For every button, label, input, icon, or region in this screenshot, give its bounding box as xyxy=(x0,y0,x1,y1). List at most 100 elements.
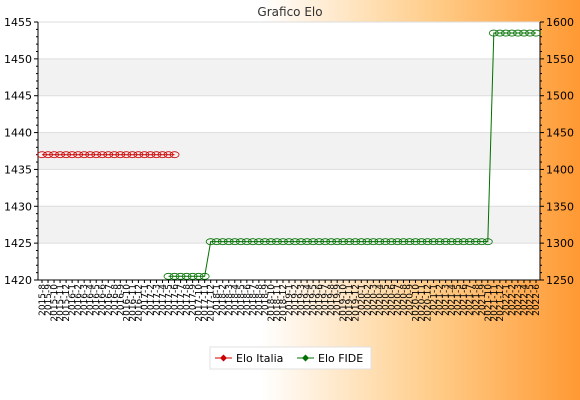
series-point-0 xyxy=(73,151,84,159)
y-right-tick-label: 1450 xyxy=(546,127,574,140)
series-point-1 xyxy=(314,238,325,246)
series-point-1 xyxy=(193,272,204,280)
x-tick-label: 2019-10 xyxy=(339,284,349,322)
grid-band xyxy=(38,58,540,96)
x-tick-label: 2017-9 xyxy=(189,284,199,316)
series-point-1 xyxy=(452,238,463,246)
x-tick-label: 2017-7 xyxy=(177,284,187,316)
x-tick-label: 2017-6 xyxy=(171,284,181,316)
x-tick-label: 2019-8 xyxy=(327,284,337,316)
series-point-1 xyxy=(398,238,409,246)
x-tick-label: 2017-10 xyxy=(195,284,205,322)
series-point-0 xyxy=(157,151,168,159)
series-point-1 xyxy=(344,238,355,246)
x-tick-label: 2022-4 xyxy=(520,284,530,316)
series-point-1 xyxy=(513,29,523,37)
series-point-1 xyxy=(410,238,421,246)
series-point-0 xyxy=(163,151,174,159)
series-point-1 xyxy=(476,238,487,246)
x-tick-label: 2017-4 xyxy=(158,284,168,316)
series-point-1 xyxy=(326,238,337,246)
y-left-tick-label: 1450 xyxy=(4,53,32,66)
series-point-1 xyxy=(332,238,343,246)
grid-band xyxy=(38,132,540,170)
x-tick-label: 2022-2 xyxy=(508,284,518,316)
series-point-1 xyxy=(458,238,469,246)
series-point-0 xyxy=(133,151,144,159)
y-left-tick-label: 1420 xyxy=(4,274,32,287)
series-point-1 xyxy=(500,29,511,37)
x-tick-label: 2016-3 xyxy=(80,284,90,316)
series-point-0 xyxy=(43,151,53,159)
x-tick-label: 2022-1 xyxy=(502,284,512,316)
series-point-0 xyxy=(55,151,65,159)
x-tick-label: 2020-2 xyxy=(363,284,373,316)
x-tick-label: 2017-12 xyxy=(207,284,217,322)
x-tick-label: 2020-3 xyxy=(369,284,379,316)
series-point-1 xyxy=(266,238,276,246)
x-tick-label: 2015-8 xyxy=(38,284,48,316)
x-tick-label: 2016-1 xyxy=(68,284,78,316)
series-point-1 xyxy=(211,238,222,246)
x-tick-label: 2018-3 xyxy=(225,284,235,316)
series-point-1 xyxy=(494,29,505,37)
y-right-tick-label: 1400 xyxy=(546,163,574,176)
x-tick-label: 2022-3 xyxy=(514,284,524,316)
x-tick-label: 2016-4 xyxy=(86,284,96,316)
y-right-tick-label: 1300 xyxy=(546,237,574,250)
x-tick-label: 2016-6 xyxy=(98,284,108,316)
y-right-tick-label: 1550 xyxy=(546,53,574,66)
series-point-1 xyxy=(235,238,246,246)
series-point-1 xyxy=(290,238,300,246)
series-point-1 xyxy=(531,29,541,37)
series-point-1 xyxy=(386,238,397,246)
y-right-tick-label: 1250 xyxy=(546,274,574,287)
series-point-0 xyxy=(151,151,162,159)
series-point-0 xyxy=(97,151,108,159)
x-tick-label: 2019-6 xyxy=(315,284,325,316)
x-tick-label: 2021-12 xyxy=(496,284,506,322)
x-tick-label: 2015-9 xyxy=(44,284,54,316)
grid-band xyxy=(38,206,540,244)
x-tick-label: 2016-8 xyxy=(110,284,120,316)
series-point-1 xyxy=(380,238,391,246)
series-point-1 xyxy=(404,238,415,246)
series-point-0 xyxy=(169,151,180,159)
x-tick-label: 2020-8 xyxy=(399,284,409,316)
series-point-1 xyxy=(368,238,379,246)
series-point-1 xyxy=(428,238,439,246)
x-tick-label: 2015-10 xyxy=(50,284,60,322)
x-tick-label: 2017-11 xyxy=(201,284,211,322)
series-point-0 xyxy=(61,151,71,159)
series-point-0 xyxy=(37,151,47,159)
y-left-tick-label: 1430 xyxy=(4,200,32,213)
series-point-0 xyxy=(103,151,114,159)
y-left-tick-label: 1455 xyxy=(4,16,32,29)
y-left-tick-label: 1445 xyxy=(4,90,32,103)
y-left-tick-label: 1425 xyxy=(4,237,32,250)
series-point-1 xyxy=(229,238,240,246)
x-tick-label: 2016-5 xyxy=(92,284,102,316)
series-point-1 xyxy=(416,238,427,246)
series-point-1 xyxy=(223,238,234,246)
x-tick-label: 2021-4 xyxy=(448,284,458,316)
series-point-1 xyxy=(464,238,475,246)
x-tick-label: 2022-5 xyxy=(526,284,536,316)
series-point-0 xyxy=(127,151,138,159)
x-tick-label: 2020-7 xyxy=(393,284,403,316)
series-point-1 xyxy=(362,238,373,246)
series-point-1 xyxy=(434,238,445,246)
x-tick-label: 2020-4 xyxy=(375,284,385,316)
x-tick-label: 2021-10 xyxy=(484,284,494,322)
series-point-1 xyxy=(320,238,331,246)
legend-marker-fide xyxy=(302,354,309,362)
x-tick-label: 2020-5 xyxy=(381,284,391,316)
x-tick-label: 2016-12 xyxy=(134,284,144,322)
x-tick-label: 2021-5 xyxy=(454,284,464,316)
series-point-1 xyxy=(169,272,180,280)
series-point-1 xyxy=(392,238,403,246)
x-tick-label: 2021-2 xyxy=(436,284,446,316)
x-tick-label: 2019-2 xyxy=(291,284,301,316)
series-line-1 xyxy=(168,32,536,277)
series-point-0 xyxy=(121,151,132,159)
